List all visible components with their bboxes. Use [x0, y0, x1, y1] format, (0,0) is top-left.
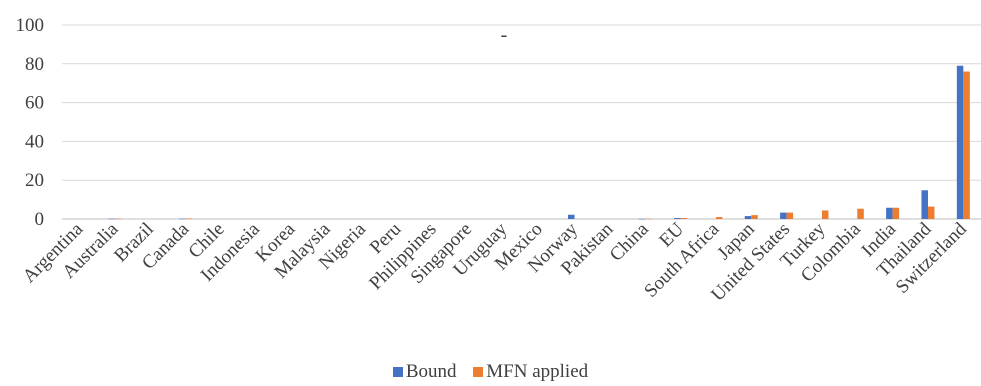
bar-bound [744, 216, 752, 219]
bar-mfn-applied [857, 208, 864, 219]
legend-swatch-bound [392, 367, 403, 377]
y-tick-label: 0 [35, 209, 45, 230]
bar-chart: - 0 20 40 60 80 100 ArgentinaAustraliaBrazilC… [16, 15, 981, 306]
bar-mfn-applied [645, 218, 652, 220]
y-tick-label: 100 [16, 15, 45, 36]
legend-label-bound: Bound [405, 361, 457, 382]
bar-mfn-applied [786, 212, 794, 219]
bar-mfn-applied [963, 71, 970, 219]
bar-mfn-applied [751, 215, 758, 219]
y-tick-label: 20 [25, 170, 44, 191]
bar-bound [886, 207, 893, 219]
y-tick-label: 40 [25, 131, 44, 152]
y-tick-label: 60 [25, 93, 44, 114]
gridlines [62, 24, 981, 220]
bar-bound [179, 218, 186, 220]
bar-bound [568, 214, 575, 219]
legend: Bound MFN applied [0, 361, 981, 383]
y-tick-label: 80 [25, 54, 44, 75]
bar-mfn-applied [715, 217, 723, 219]
bars [108, 65, 970, 220]
bar-mfn-applied [892, 207, 900, 219]
bar-bound [956, 65, 964, 220]
bar-bound [674, 218, 681, 219]
bar-mfn-applied [821, 210, 829, 219]
bar-bound [921, 190, 928, 219]
bar-bound [780, 212, 787, 219]
x-tick-label: China [606, 218, 653, 265]
bar-mfn-applied [680, 218, 688, 219]
bar-mfn-applied [115, 218, 122, 220]
legend-swatch-mfn-applied [473, 367, 484, 377]
legend-item-mfn: MFN applied [473, 361, 588, 383]
bar-mfn-applied [927, 206, 935, 219]
bar-bound [108, 218, 116, 220]
x-axis-ticks: ArgentinaAustraliaBrazilCanadaChileIndon… [19, 218, 971, 305]
bar-mfn-applied [185, 218, 193, 220]
bar-bound [638, 218, 646, 220]
chart-title: - [501, 24, 508, 46]
legend-item-bound: Bound [392, 361, 457, 383]
legend-label-mfn: MFN applied [486, 361, 589, 382]
y-axis-ticks: 0 20 40 60 80 100 [16, 15, 45, 230]
